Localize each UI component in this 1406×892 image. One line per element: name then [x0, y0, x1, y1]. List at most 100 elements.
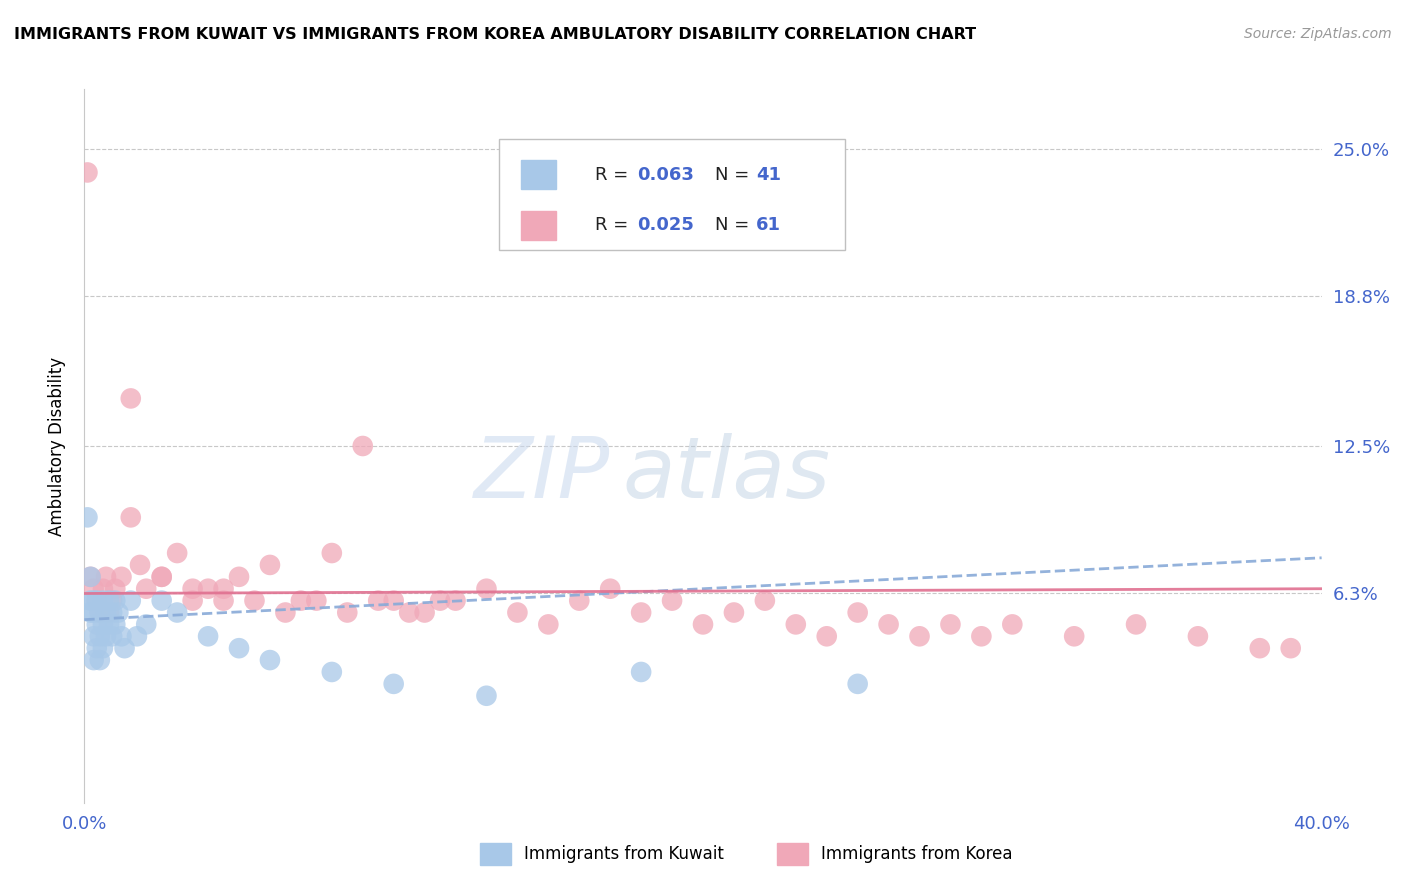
Point	[259, 558, 281, 572]
Point	[398, 606, 420, 620]
Point	[970, 629, 993, 643]
Point	[76, 165, 98, 179]
Point	[89, 606, 111, 620]
FancyBboxPatch shape	[499, 139, 845, 250]
Point	[908, 629, 931, 643]
Point	[120, 593, 142, 607]
Point	[83, 653, 105, 667]
Point	[181, 582, 204, 596]
Point	[125, 629, 148, 643]
Point	[89, 653, 111, 667]
Point	[94, 629, 117, 643]
Point	[723, 606, 745, 620]
Point	[274, 606, 297, 620]
Point	[1279, 641, 1302, 656]
Point	[1125, 617, 1147, 632]
Text: atlas: atlas	[623, 433, 831, 516]
Point	[846, 677, 869, 691]
Point	[1187, 629, 1209, 643]
Text: 61: 61	[756, 217, 782, 235]
Text: 0.025: 0.025	[637, 217, 695, 235]
Point	[83, 582, 105, 596]
Point	[89, 629, 111, 643]
Point	[83, 593, 105, 607]
Point	[120, 392, 142, 406]
Point	[104, 617, 127, 632]
Point	[197, 582, 219, 596]
Text: IMMIGRANTS FROM KUWAIT VS IMMIGRANTS FROM KOREA AMBULATORY DISABILITY CORRELATIO: IMMIGRANTS FROM KUWAIT VS IMMIGRANTS FRO…	[14, 27, 976, 42]
Point	[197, 629, 219, 643]
Text: R =: R =	[595, 217, 634, 235]
Point	[939, 617, 962, 632]
Point	[150, 570, 173, 584]
Point	[352, 439, 374, 453]
Point	[877, 617, 900, 632]
Point	[413, 606, 436, 620]
Point	[382, 593, 405, 607]
Text: ZIP: ZIP	[474, 433, 610, 516]
Point	[86, 617, 108, 632]
Point	[166, 546, 188, 560]
Point	[83, 629, 105, 643]
Point	[305, 593, 328, 607]
Point	[475, 689, 498, 703]
Point	[692, 617, 714, 632]
Point	[91, 641, 114, 656]
Bar	[481, 844, 512, 865]
Point	[290, 593, 312, 607]
Point	[79, 606, 101, 620]
Point	[135, 582, 157, 596]
Text: Source: ZipAtlas.com: Source: ZipAtlas.com	[1244, 27, 1392, 41]
Y-axis label: Ambulatory Disability: Ambulatory Disability	[48, 357, 66, 535]
Point	[367, 593, 389, 607]
Point	[1001, 617, 1024, 632]
Point	[1063, 629, 1085, 643]
Point	[104, 593, 127, 607]
Point	[79, 593, 101, 607]
Point	[785, 617, 807, 632]
Point	[259, 653, 281, 667]
Text: N =: N =	[716, 217, 755, 235]
Point	[94, 606, 117, 620]
Bar	[522, 161, 555, 189]
Point	[336, 606, 359, 620]
Point	[86, 641, 108, 656]
Point	[89, 606, 111, 620]
Point	[91, 582, 114, 596]
Point	[101, 629, 124, 643]
Point	[630, 606, 652, 620]
Point	[94, 570, 117, 584]
Text: 0.0%: 0.0%	[62, 814, 107, 833]
Point	[98, 617, 121, 632]
Point	[599, 582, 621, 596]
Point	[228, 570, 250, 584]
Point	[815, 629, 838, 643]
Point	[537, 617, 560, 632]
Point	[754, 593, 776, 607]
Point	[382, 677, 405, 691]
Point	[114, 641, 136, 656]
Point	[444, 593, 467, 607]
Point	[98, 593, 121, 607]
Point	[129, 558, 152, 572]
Point	[506, 606, 529, 620]
Point	[91, 617, 114, 632]
Point	[79, 570, 101, 584]
Point	[107, 606, 129, 620]
Text: N =: N =	[716, 166, 755, 184]
Point	[150, 593, 173, 607]
Point	[135, 617, 157, 632]
Point	[630, 665, 652, 679]
Text: 0.063: 0.063	[637, 166, 695, 184]
Text: 40.0%: 40.0%	[1294, 814, 1350, 833]
Text: 41: 41	[756, 166, 782, 184]
Point	[150, 570, 173, 584]
Text: Immigrants from Kuwait: Immigrants from Kuwait	[523, 846, 724, 863]
Point	[98, 606, 121, 620]
Point	[120, 510, 142, 524]
Point	[321, 546, 343, 560]
Point	[661, 593, 683, 607]
Point	[166, 606, 188, 620]
Point	[846, 606, 869, 620]
Point	[76, 510, 98, 524]
